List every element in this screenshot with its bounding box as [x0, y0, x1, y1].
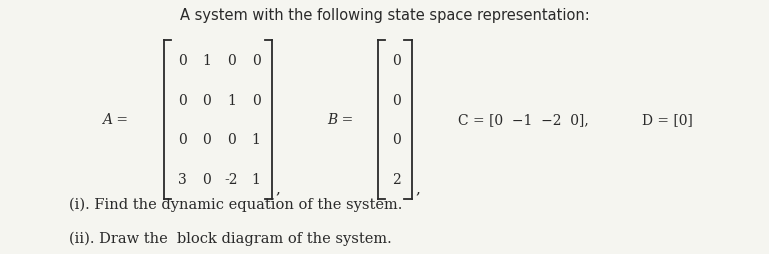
Text: 0: 0: [178, 54, 187, 68]
Text: 0: 0: [202, 93, 211, 107]
Text: 1: 1: [251, 133, 261, 147]
Text: 0: 0: [178, 93, 187, 107]
Text: 0: 0: [251, 54, 261, 68]
Text: A =: A =: [102, 113, 128, 127]
Text: 0: 0: [202, 172, 211, 186]
Text: 0: 0: [202, 133, 211, 147]
Text: B =: B =: [327, 113, 353, 127]
Text: 0: 0: [227, 54, 236, 68]
Text: ,: ,: [275, 182, 280, 196]
Text: 0: 0: [391, 133, 401, 147]
Text: (i). Find the dynamic equation of the system.: (i). Find the dynamic equation of the sy…: [69, 197, 403, 212]
Text: 1: 1: [227, 93, 236, 107]
Text: 0: 0: [251, 93, 261, 107]
Text: 1: 1: [251, 172, 261, 186]
Text: (ii). Draw the  block diagram of the system.: (ii). Draw the block diagram of the syst…: [69, 230, 392, 245]
Text: 2: 2: [391, 172, 401, 186]
Text: 0: 0: [178, 133, 187, 147]
Text: 0: 0: [391, 54, 401, 68]
Text: 0: 0: [391, 93, 401, 107]
Text: 0: 0: [227, 133, 236, 147]
Text: A system with the following state space representation:: A system with the following state space …: [180, 8, 589, 23]
Text: D = [0]: D = [0]: [642, 113, 693, 127]
Text: 3: 3: [178, 172, 187, 186]
Text: ,: ,: [415, 182, 420, 196]
Text: 1: 1: [202, 54, 211, 68]
Text: -2: -2: [225, 172, 238, 186]
Text: C = [0  −1  −2  0],: C = [0 −1 −2 0],: [458, 113, 588, 127]
